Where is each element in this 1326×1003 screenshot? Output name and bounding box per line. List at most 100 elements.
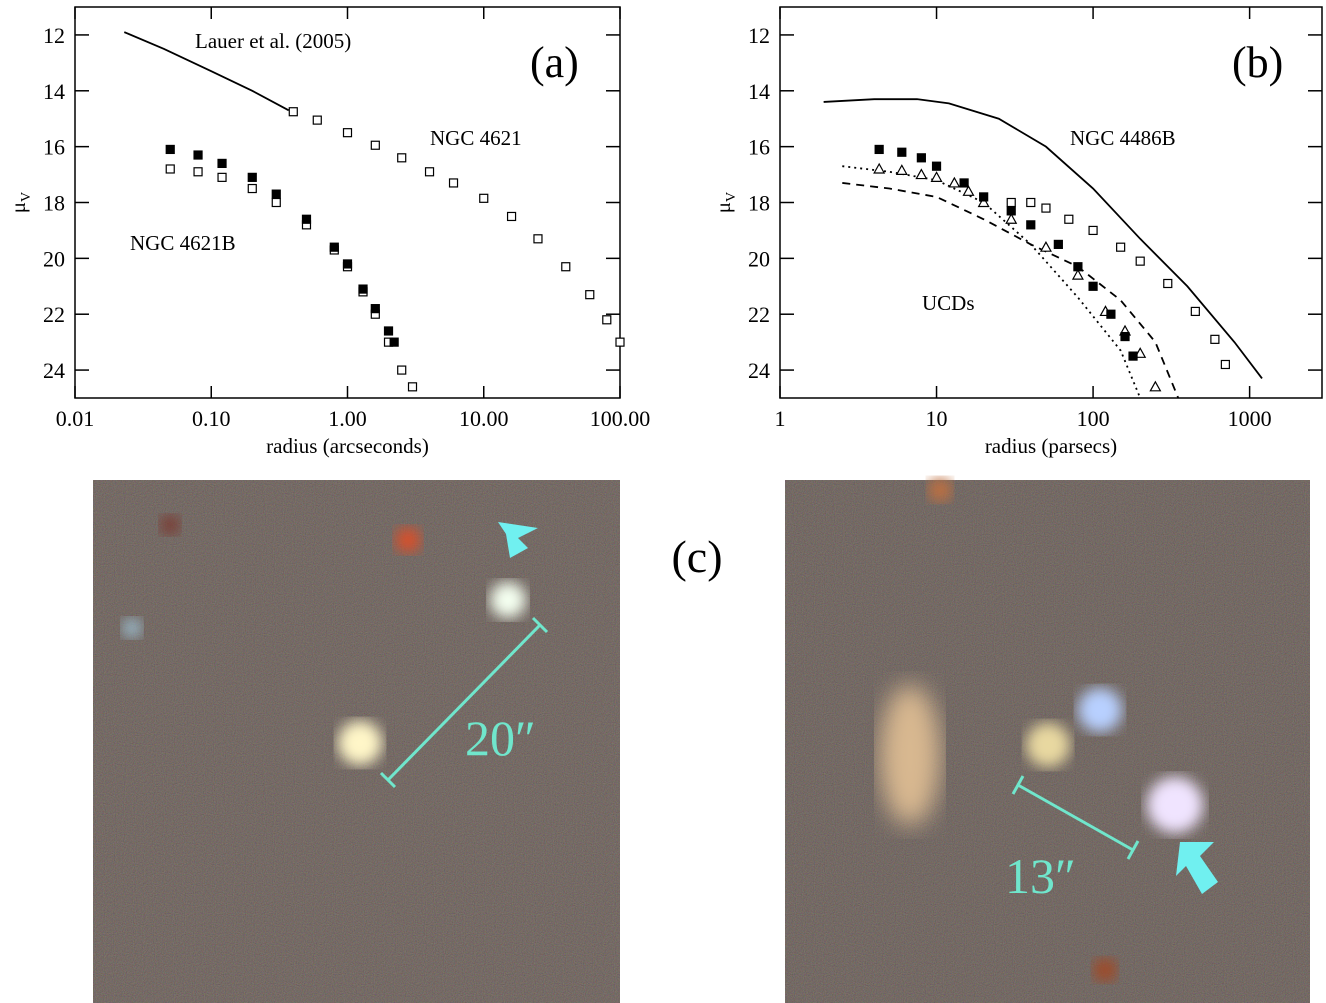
data-point [874, 144, 884, 155]
data-point [1128, 351, 1138, 361]
data-point [1026, 220, 1036, 230]
data-point [948, 176, 961, 188]
data-point [1006, 197, 1016, 208]
data-point [1039, 240, 1052, 252]
annotation: NGC 4621B [130, 231, 236, 255]
data-point [1088, 225, 1098, 236]
data-point [1120, 331, 1130, 342]
data-point [193, 150, 203, 160]
panel-label: (b) [1232, 38, 1283, 87]
data-point [916, 153, 926, 163]
data-point [288, 107, 298, 117]
data-point [1116, 242, 1126, 252]
x-tick-label: 1.00 [328, 406, 367, 431]
data-point [897, 147, 907, 157]
panel-label: (a) [530, 38, 579, 87]
data-point [217, 158, 227, 168]
data-point [1053, 239, 1063, 249]
data-point [448, 178, 459, 188]
data-point [1134, 347, 1147, 358]
profile-line [842, 182, 1180, 399]
y-tick-label: 24 [748, 358, 770, 383]
scale-label: 20″ [465, 710, 536, 766]
data-point [217, 172, 227, 182]
y-tick-label: 12 [43, 23, 65, 48]
data-point [1006, 206, 1016, 216]
data-point [424, 167, 435, 177]
y-tick-label: 18 [43, 191, 65, 216]
y-tick-label: 12 [748, 23, 770, 48]
y-tick-label: 20 [748, 246, 770, 271]
data-point [930, 171, 943, 182]
data-point [615, 337, 625, 347]
y-axis-subscript: V [19, 192, 34, 202]
data-point [1005, 213, 1018, 224]
y-tick-label: 18 [748, 191, 770, 216]
data-point [342, 259, 353, 269]
data-point [397, 153, 407, 163]
data-point [165, 164, 175, 174]
y-tick-label: 20 [43, 246, 65, 271]
x-axis-label: radius (parsecs) [985, 434, 1117, 458]
data-point [358, 284, 368, 294]
data-point [533, 234, 543, 244]
x-tick-label: 100.00 [590, 406, 651, 431]
data-point [1064, 214, 1074, 224]
data-point [1088, 281, 1098, 291]
data-point [397, 365, 407, 375]
scale-label: 13″ [1005, 848, 1076, 904]
annotation: UCDs [922, 291, 975, 315]
x-tick-label: 0.01 [56, 406, 95, 431]
annotation: NGC 4486B [1070, 126, 1176, 150]
data-point [383, 326, 394, 336]
data-point [1163, 278, 1173, 289]
y-tick-label: 22 [748, 302, 770, 327]
panel-label: (c) [671, 531, 722, 582]
data-point [1073, 262, 1083, 272]
x-tick-label: 1 [775, 406, 786, 431]
data-point [271, 189, 281, 199]
data-point [247, 183, 257, 194]
data-point [977, 196, 990, 208]
data-point [1071, 268, 1084, 280]
data-point [1149, 380, 1162, 392]
x-axis-label: radius (arcseconds) [266, 434, 429, 458]
data-point [915, 168, 928, 180]
data-point [895, 164, 908, 175]
data-point [193, 167, 203, 177]
data-point [1190, 306, 1200, 317]
data-point [247, 172, 257, 182]
data-point [301, 214, 312, 224]
y-tick-label: 22 [43, 302, 65, 327]
y-tick-label: 16 [43, 135, 65, 160]
y-tick-label: 16 [748, 135, 770, 160]
annotation: NGC 4621 [430, 126, 522, 150]
x-tick-label: 10 [926, 406, 948, 431]
y-axis-symbol: μ [6, 202, 30, 213]
profile-line [823, 98, 1263, 379]
y-axis-label: μV [711, 192, 739, 213]
profile-line [123, 31, 290, 112]
y-axis-label: μV [6, 192, 34, 213]
image-panel-left [93, 480, 620, 1003]
x-tick-label: 100 [1077, 406, 1110, 431]
image-panel-right [785, 478, 1310, 1003]
data-point [931, 161, 942, 171]
data-point [342, 128, 353, 138]
x-tick-label: 1000 [1228, 406, 1272, 431]
data-point [312, 115, 322, 125]
y-axis-symbol: μ [711, 202, 735, 213]
data-point [479, 193, 489, 203]
data-point [1106, 309, 1116, 319]
annotation: Lauer et al. (2005) [195, 29, 351, 53]
y-tick-label: 14 [748, 79, 770, 104]
data-point [959, 178, 969, 188]
data-point [602, 315, 612, 325]
data-point [962, 185, 975, 196]
data-point [407, 382, 418, 392]
data-point [1026, 197, 1036, 208]
data-point [873, 162, 886, 174]
data-point [165, 144, 175, 155]
data-point [585, 290, 595, 300]
